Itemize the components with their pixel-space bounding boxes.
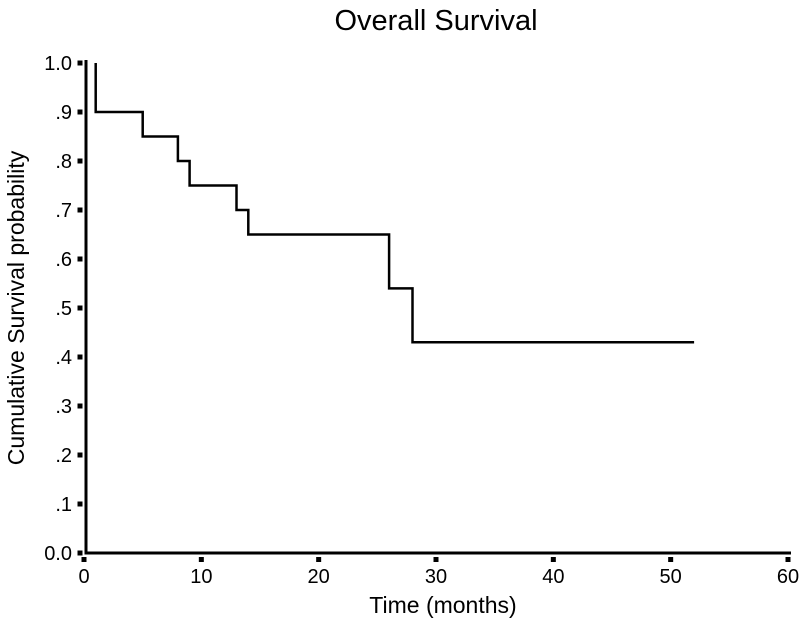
x-tick-label: 30 <box>425 566 447 588</box>
y-tick-label: 0.0 <box>44 543 72 565</box>
y-tick-mark <box>77 60 83 66</box>
x-tick-mark <box>316 557 322 562</box>
y-tick-label: .9 <box>55 102 72 124</box>
y-tick-mark <box>77 501 83 507</box>
y-tick-mark <box>77 109 83 115</box>
axes: 0.0 .1 .2 .3 .4 .5 .6 .7 .8 .9 1.0 0 10 20 30 40 50 60 <box>44 53 799 588</box>
y-tick-label: .5 <box>55 298 72 320</box>
x-tick-label: 0 <box>78 566 89 588</box>
x-tick-label: 40 <box>542 566 564 588</box>
y-tick-label: .1 <box>55 494 72 516</box>
y-tick-mark <box>77 452 83 458</box>
km-curve <box>94 63 695 344</box>
x-tick-mark <box>785 557 791 562</box>
x-tick-mark <box>550 557 556 562</box>
y-tick-label: .6 <box>55 249 72 271</box>
y-tick-mark <box>77 550 83 556</box>
y-tick-label: .2 <box>55 445 72 467</box>
x-tick-label: 50 <box>660 566 682 588</box>
x-tick-label: 60 <box>777 566 799 588</box>
x-tick-label: 20 <box>308 566 330 588</box>
y-tick-mark <box>77 207 83 213</box>
y-tick-mark <box>77 305 83 311</box>
x-tick-mark <box>668 557 674 562</box>
x-tick-mark <box>198 557 204 562</box>
chart-title: Overall Survival <box>334 5 537 37</box>
x-axis-title: Time (months) <box>369 592 516 618</box>
y-tick-mark <box>77 158 83 164</box>
x-tick-mark <box>81 557 87 562</box>
y-tick-label: .7 <box>55 200 72 222</box>
y-tick-label: 1.0 <box>44 53 72 75</box>
survival-curve <box>94 63 695 344</box>
y-tick-mark <box>77 403 83 409</box>
y-tick-mark <box>77 256 83 262</box>
y-tick-mark <box>77 354 83 360</box>
x-tick-label: 10 <box>190 566 212 588</box>
y-tick-label: .3 <box>55 396 72 418</box>
y-axis-title: Cumulative Survival probability <box>3 150 29 465</box>
y-tick-label: .8 <box>55 151 72 173</box>
x-tick-mark <box>433 557 439 562</box>
y-tick-label: .4 <box>55 347 72 369</box>
